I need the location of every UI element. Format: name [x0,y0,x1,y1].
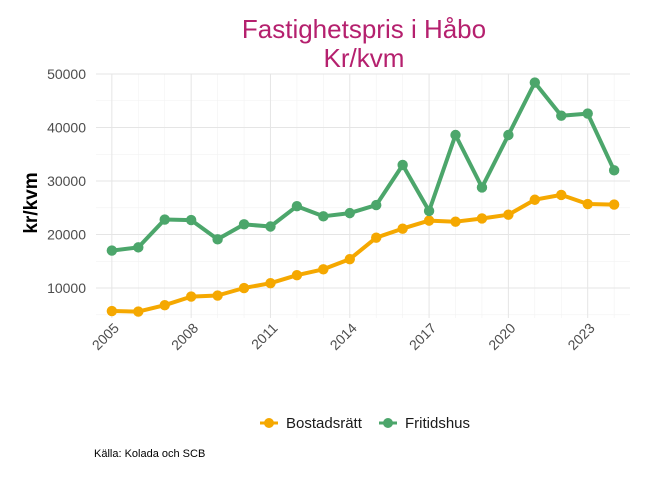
legend: Bostadsrätt Fritidshus [260,415,470,432]
data-point [529,77,541,88]
data-point [212,234,223,245]
data-point [265,221,276,232]
data-point [212,290,223,301]
data-point [238,282,250,294]
data-point [318,264,329,275]
y-axis-label: kr/kvm [21,172,42,233]
data-point [476,182,488,193]
data-point [582,198,593,210]
x-tick-label: 2017 [406,320,439,353]
data-point [529,194,541,205]
data-point [423,215,435,226]
data-point [238,219,250,230]
x-tick-label: 2014 [327,320,360,353]
x-tick-label: 2008 [168,320,201,353]
data-point [159,299,170,311]
data-point [608,165,620,176]
legend-swatch-dot [264,418,274,428]
x-tick-label: 2005 [89,320,122,353]
legend-item-bostadsratt: Bostadsrätt [260,415,363,432]
series-lines [106,77,620,317]
y-tick-label: 30000 [47,173,86,189]
data-point [503,129,514,141]
data-point [582,108,593,119]
data-point [291,269,303,281]
data-point [371,232,382,243]
data-point [106,305,118,317]
x-tick-label: 2023 [564,320,597,353]
data-point [450,216,461,227]
data-point [476,213,488,224]
data-point [106,245,118,256]
y-tick-label: 50000 [47,66,86,82]
data-point [159,214,170,225]
data-point [133,242,144,253]
series-bostadsratt [106,189,620,317]
data-point [397,223,408,234]
x-axis-tick-labels: 2005 2008 2011 2014 2017 2020 2023 [89,320,598,353]
legend-label-bostadsratt: Bostadsrätt [286,415,363,432]
data-point [556,110,567,121]
legend-label-fritidshus: Fritidshus [405,415,470,432]
chart-title: Fastighetspris i Håbo [242,14,486,44]
source-caption: Källa: Kolada och SCB [94,448,205,460]
x-tick-label: 2011 [248,320,281,353]
y-tick-label: 40000 [47,120,86,136]
chart-subtitle: Kr/kvm [324,43,405,73]
y-tick-label: 20000 [47,227,86,243]
gridlines [96,73,630,318]
data-point [503,209,514,220]
series-fritidshus [106,77,620,256]
x-tick-label: 2020 [485,320,518,353]
data-point [450,129,461,141]
data-point [344,207,355,219]
data-point [371,199,382,211]
legend-item-fritidshus: Fritidshus [379,415,470,432]
data-point [265,278,276,289]
data-point [344,253,355,265]
data-point [133,306,144,317]
data-point [291,200,303,212]
y-axis-tick-labels: 10000 20000 30000 40000 50000 [47,66,86,296]
data-point [185,291,197,302]
y-tick-label: 10000 [47,280,86,296]
data-point [185,214,197,226]
data-point [556,189,567,201]
data-point [397,159,408,171]
data-point [318,211,329,222]
data-point [423,205,435,217]
series-line [109,80,617,253]
data-point [608,199,620,210]
legend-swatch-dot [383,418,393,428]
